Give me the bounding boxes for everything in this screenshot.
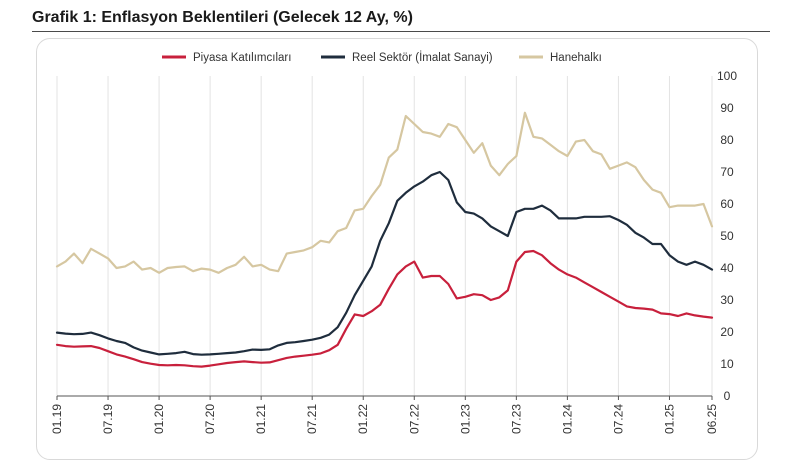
x-tick-label: 01.25 — [662, 404, 676, 434]
title-rule — [32, 31, 770, 32]
x-tick-label: 07.19 — [101, 404, 115, 434]
legend-label: Piyasa Katılımcıları — [193, 52, 291, 64]
series-line-2 — [55, 111, 714, 274]
series-line-0 — [55, 249, 714, 368]
x-tick-label: 01.22 — [356, 404, 370, 434]
legend: Piyasa Katılımcıları Reel Sektör (İmalat … — [162, 51, 602, 64]
legend-label: Hanehalkı — [550, 52, 602, 64]
x-axis: 01.19 07.19 01.20 07.20 01.21 07.21 01.22 07.22… — [50, 395, 719, 434]
y-tick-label: 10 — [720, 357, 734, 371]
y-tick-label: 0 — [724, 389, 731, 403]
x-tick-label: 01.20 — [152, 404, 166, 434]
y-tick-label: 20 — [720, 325, 734, 339]
chart-frame — [36, 38, 758, 460]
chart-title: Grafik 1: Enflasyon Beklentileri (Gelece… — [32, 9, 413, 26]
series-line-1 — [55, 170, 714, 356]
x-tick-label: 07.22 — [407, 404, 421, 434]
legend-label: Reel Sektör (İmalat Sanayi) — [352, 51, 493, 64]
x-tick-label: 07.23 — [509, 404, 523, 434]
x-tick-label: 01.19 — [50, 404, 64, 434]
y-tick-label: 80 — [720, 133, 734, 147]
y-tick-label: 60 — [720, 197, 734, 211]
series-lines — [55, 111, 714, 368]
x-tick-label: 07.24 — [611, 404, 625, 434]
x-tick-label: 07.21 — [305, 404, 319, 434]
x-tick-label: 06.25 — [705, 404, 719, 434]
y-tick-label: 40 — [720, 261, 734, 275]
x-tick-label: 01.21 — [254, 404, 268, 434]
y-tick-label: 70 — [720, 165, 734, 179]
y-tick-label: 100 — [717, 69, 737, 83]
x-tick-label: 01.24 — [560, 404, 574, 434]
y-tick-label: 90 — [720, 101, 734, 115]
y-axis: 0 10 20 30 40 50 60 70 80 90 100 — [717, 69, 737, 403]
y-tick-label: 50 — [720, 229, 734, 243]
y-tick-label: 30 — [720, 293, 734, 307]
x-gridlines — [56, 76, 713, 396]
x-tick-label: 07.20 — [203, 404, 217, 434]
x-tick-label: 01.23 — [458, 404, 472, 434]
